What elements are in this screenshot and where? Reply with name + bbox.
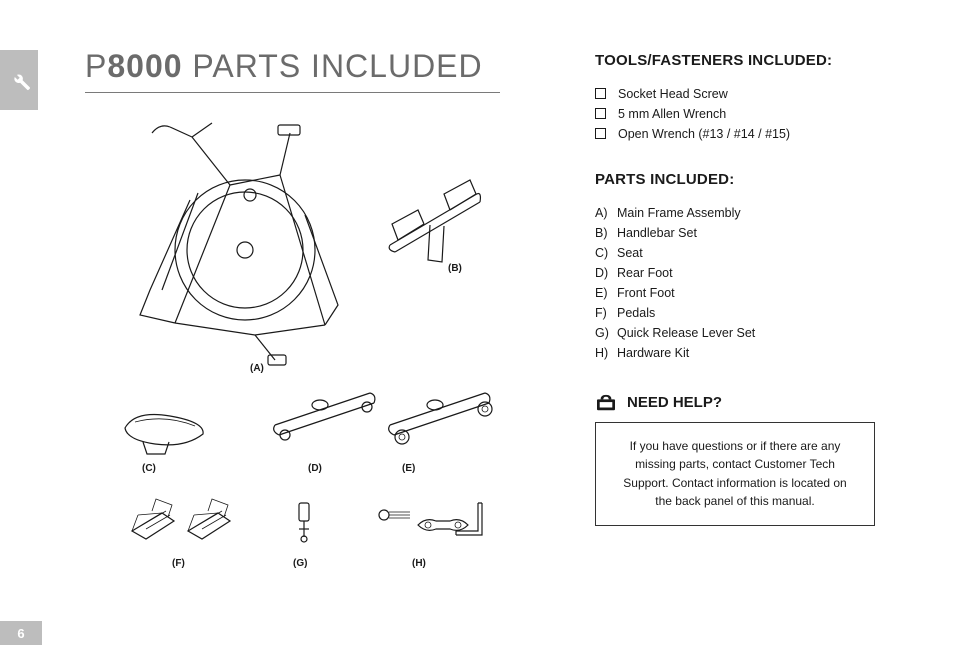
right-column: TOOLS/FASTENERS INCLUDED: Socket Head Sc… (595, 52, 900, 526)
part-item: E)Front Foot (595, 286, 900, 300)
diagram-label-c: (C) (142, 463, 156, 474)
need-help-heading: NEED HELP? (595, 394, 900, 412)
part-letter: E) (595, 286, 617, 300)
diagram-label-b: (B) (448, 263, 462, 274)
section-tab (0, 50, 38, 110)
part-name: Handlebar Set (617, 226, 697, 240)
phone-icon (595, 394, 617, 412)
parts-heading: PARTS INCLUDED: (595, 171, 900, 190)
part-item: D)Rear Foot (595, 266, 900, 280)
part-name: Rear Foot (617, 266, 673, 280)
part-letter: G) (595, 326, 617, 340)
need-help-text: If you have questions or if there are an… (623, 439, 846, 509)
part-letter: D) (595, 266, 617, 280)
page-number-value: 6 (17, 626, 24, 641)
diagram-label-a: (A) (250, 363, 264, 374)
part-name: Main Frame Assembly (617, 206, 741, 220)
wrench-icon (7, 68, 31, 92)
part-letter: H) (595, 346, 617, 360)
checkbox-icon (595, 88, 606, 99)
title-rest: PARTS INCLUDED (183, 48, 483, 84)
tools-list: Socket Head Screw 5 mm Allen Wrench Open… (595, 87, 900, 141)
manual-page: P8000 PARTS INCLUDED (0, 0, 954, 665)
tool-label: Open Wrench (#13 / #14 / #15) (618, 127, 790, 141)
need-help-box: If you have questions or if there are an… (595, 422, 875, 526)
part-item: H)Hardware Kit (595, 346, 900, 360)
parts-list: A)Main Frame Assembly B)Handlebar Set C)… (595, 206, 900, 360)
part-item: F)Pedals (595, 306, 900, 320)
part-letter: C) (595, 246, 617, 260)
part-name: Pedals (617, 306, 655, 320)
diagram-label-d: (D) (308, 463, 322, 474)
part-item: G)Quick Release Lever Set (595, 326, 900, 340)
tool-label: 5 mm Allen Wrench (618, 107, 726, 121)
diagram-label-e: (E) (402, 463, 415, 474)
part-letter: B) (595, 226, 617, 240)
page-number: 6 (0, 621, 42, 645)
tool-label: Socket Head Screw (618, 87, 728, 101)
part-item: A)Main Frame Assembly (595, 206, 900, 220)
title-prefix: P (85, 48, 107, 84)
tool-item: 5 mm Allen Wrench (595, 107, 900, 121)
part-item: B)Handlebar Set (595, 226, 900, 240)
tool-item: Open Wrench (#13 / #14 / #15) (595, 127, 900, 141)
parts-diagram: (A) (B) (C) (D) (E) (F) (G) (H) (80, 115, 510, 575)
diagram-label-h: (H) (412, 558, 426, 569)
title-model: 8000 (107, 48, 182, 84)
part-name: Quick Release Lever Set (617, 326, 755, 340)
part-letter: F) (595, 306, 617, 320)
diagram-label-f: (F) (172, 558, 185, 569)
tool-item: Socket Head Screw (595, 87, 900, 101)
diagram-label-g: (G) (293, 558, 307, 569)
part-name: Front Foot (617, 286, 675, 300)
part-name: Hardware Kit (617, 346, 689, 360)
part-name: Seat (617, 246, 643, 260)
checkbox-icon (595, 108, 606, 119)
part-item: C)Seat (595, 246, 900, 260)
tools-heading: TOOLS/FASTENERS INCLUDED: (595, 52, 900, 71)
checkbox-icon (595, 128, 606, 139)
title-rule (85, 92, 500, 93)
need-help-title: NEED HELP? (627, 394, 722, 411)
page-title: P8000 PARTS INCLUDED (85, 48, 483, 85)
part-letter: A) (595, 206, 617, 220)
